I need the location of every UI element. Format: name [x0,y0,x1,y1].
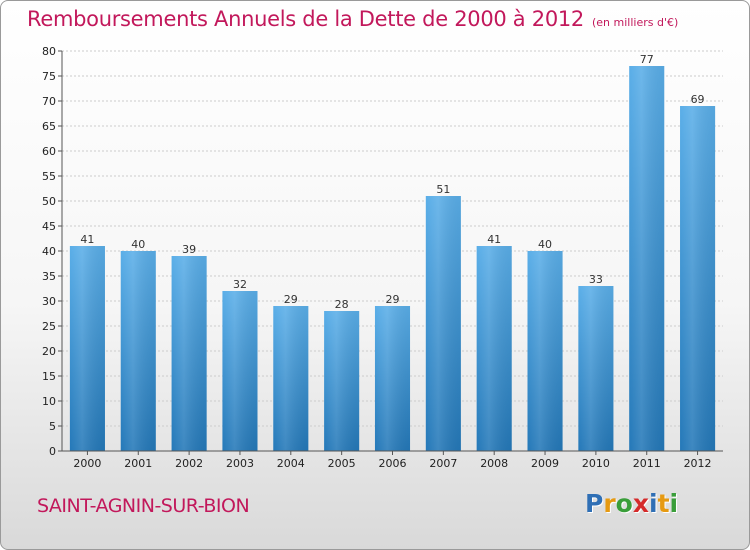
value-label-2006: 29 [386,293,400,306]
ytick-label-75: 75 [42,70,56,83]
xtick-label-2007: 2007 [429,457,457,470]
logo-letter: r [603,489,616,518]
value-label-2009: 40 [538,238,552,251]
value-label-2008: 41 [487,233,501,246]
ytick-label-25: 25 [42,320,56,333]
xtick-label-2001: 2001 [124,457,152,470]
bar-shine-2008 [476,246,512,451]
xtick-label-2002: 2002 [175,457,203,470]
x-axis: 2000 2001 2002 2003 2004 2005 2006 2007 2008 2009… [62,450,723,470]
bar-shine-2002 [171,256,207,451]
ytick-label-50: 50 [42,195,56,208]
xtick-label-2009: 2009 [531,457,559,470]
xtick-label-2000: 2000 [73,457,101,470]
xtick-label-2008: 2008 [480,457,508,470]
logo-letter: i [669,489,679,518]
ytick-label-0: 0 [49,445,56,458]
y-axis: 0 5 10 15 20 25 30 35 40 45 50 55 60 65 70 75 80 [42,45,63,458]
bar-shine-2009 [527,251,563,451]
xtick-label-2012: 2012 [684,457,712,470]
ytick-label-70: 70 [42,95,56,108]
value-label-2011: 77 [640,53,654,66]
logo-letter: o [615,489,633,518]
value-label-2005: 28 [335,298,349,311]
xtick-label-2006: 2006 [379,457,407,470]
ytick-label-10: 10 [42,395,56,408]
ytick-label-65: 65 [42,120,56,133]
bar-shine-2007 [425,196,461,451]
chart-title: Remboursements Annuels de la Dette de 20… [27,7,678,31]
ytick-label-55: 55 [42,170,56,183]
xtick-label-2011: 2011 [633,457,661,470]
ytick-label-20: 20 [42,345,56,358]
bar-shine-2000 [69,246,105,451]
ytick-label-40: 40 [42,245,56,258]
ytick-label-15: 15 [42,370,56,383]
xtick-label-2003: 2003 [226,457,254,470]
logo-letter: P [585,489,604,518]
bar-shine-2005 [324,311,360,451]
ytick-label-45: 45 [42,220,56,233]
bar-shine-2004 [273,306,309,451]
value-label-2001: 40 [131,238,145,251]
value-label-2010: 33 [589,273,603,286]
ytick-label-35: 35 [42,270,56,283]
value-label-2003: 32 [233,278,247,291]
logo-letter: x [632,489,649,518]
bars [69,66,716,451]
bar-shine-2012 [680,106,716,451]
ytick-label-80: 80 [42,45,56,58]
value-label-2004: 29 [284,293,298,306]
xtick-label-2005: 2005 [328,457,356,470]
logo-letter: i [649,489,658,518]
value-labels: 41 40 39 32 29 28 29 51 41 40 33 77 69 [80,53,704,311]
ytick-label-5: 5 [49,420,56,433]
chart-subtitle: (en milliers d'€) [592,16,679,29]
proxiti-logo: Proxiti [585,489,678,518]
value-label-2007: 51 [436,183,450,196]
logo-letter: t [657,489,670,518]
xtick-label-2004: 2004 [277,457,305,470]
bar-shine-2006 [374,306,411,451]
bar-shine-2003 [222,291,258,451]
ytick-label-60: 60 [42,145,56,158]
title-text: Remboursements Annuels de la Dette de 20… [27,7,584,31]
bar-shine-2001 [120,251,156,451]
bar-shine-2011 [629,66,665,451]
value-label-2002: 39 [182,243,196,256]
value-label-2012: 69 [691,93,705,106]
bar-shine-2010 [578,286,614,451]
commune-name: SAINT-AGNIN-SUR-BION [37,495,250,517]
value-label-2000: 41 [80,233,94,246]
xtick-label-2010: 2010 [582,457,610,470]
ytick-label-30: 30 [42,295,56,308]
